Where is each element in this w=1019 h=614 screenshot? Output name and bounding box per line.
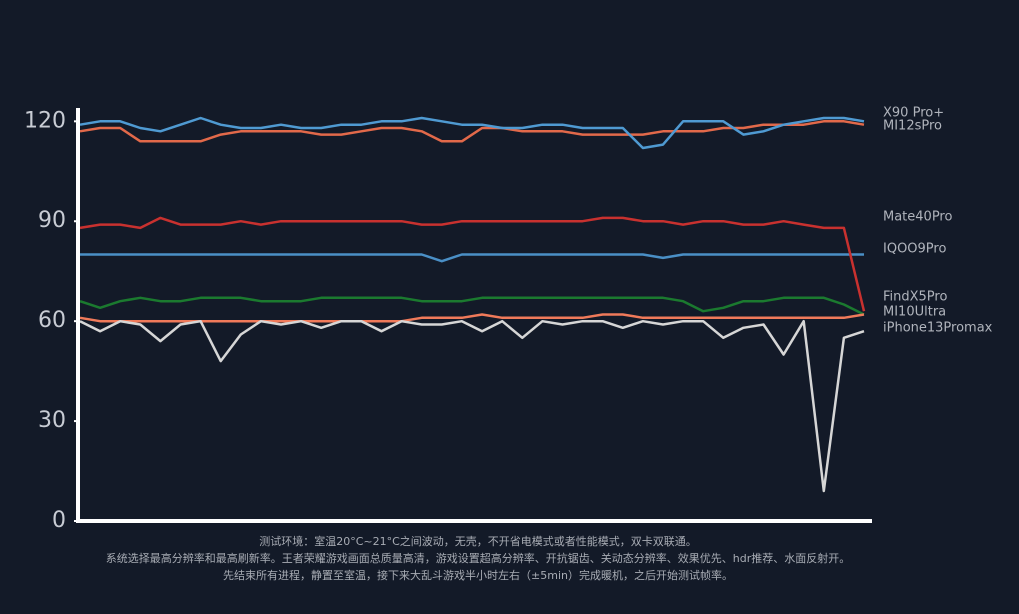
legend-label: MI10Ultra <box>883 305 946 320</box>
legend-label: X90 Pro+ <box>883 106 944 121</box>
legend-label: MI12sPro <box>883 119 942 134</box>
series-line <box>80 253 864 263</box>
legend-label: iPhone13Promax <box>883 321 993 336</box>
note: 测试环境：室温20°C~21°C之间波动，无壳，不开省电模式或者性能模式，双卡双… <box>259 534 697 548</box>
note: 系统选择最高分辨率和最高刷新率。王者荣耀游戏画面总质量高清，游戏设置超高分辨率、… <box>106 551 850 565</box>
y-tick-label: 120 <box>24 108 66 133</box>
series-line <box>79 116 865 150</box>
series-line <box>79 216 866 312</box>
note: 先结束所有进程，静置至室温，接下来大乱斗游戏半小时左右（±5min）完成暖机，之… <box>223 568 733 582</box>
y-tick-label: 60 <box>38 308 66 333</box>
y-tick-label: 30 <box>38 408 66 433</box>
legend-label: FindX5Pro <box>883 290 947 305</box>
y-tick-label: 0 <box>52 508 66 533</box>
y-tick-label: 90 <box>38 208 66 233</box>
legend-label: Mate40Pro <box>883 210 952 225</box>
series-line <box>79 296 865 316</box>
series-line <box>79 319 865 493</box>
series-line <box>79 313 865 323</box>
legend-label: IQOO9Pro <box>883 242 946 257</box>
